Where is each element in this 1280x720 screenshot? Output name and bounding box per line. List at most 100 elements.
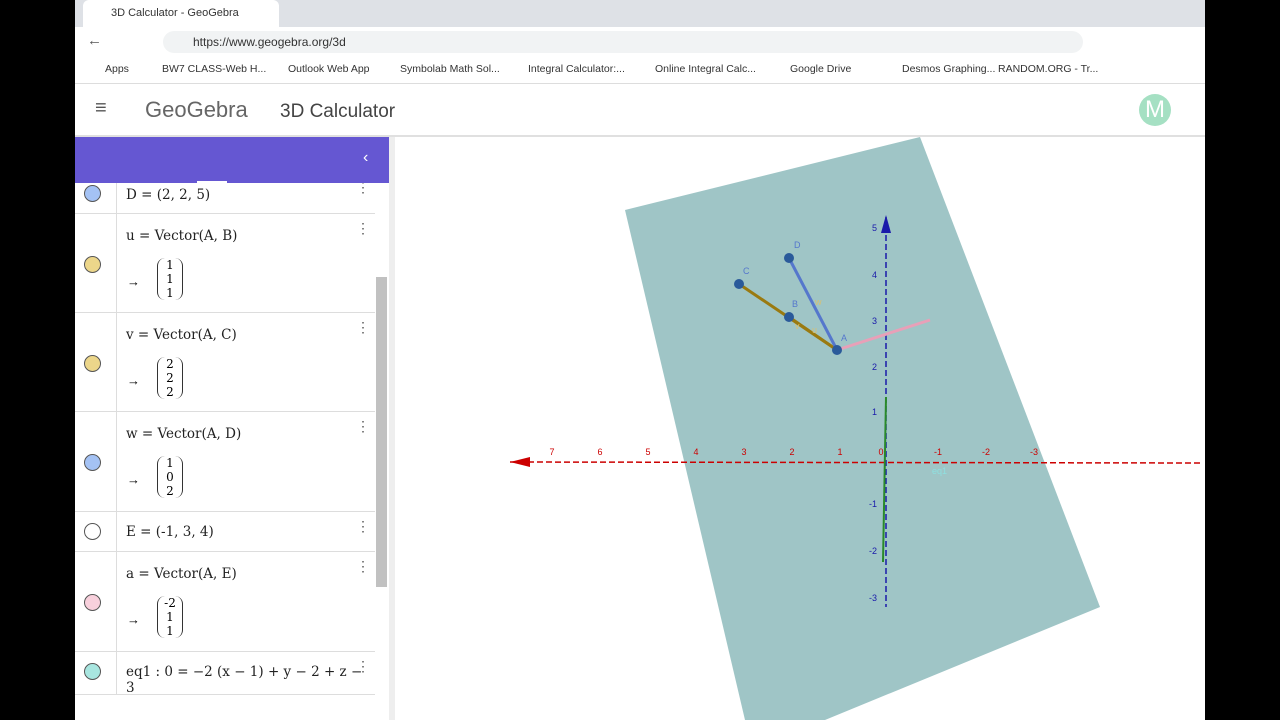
row-side xyxy=(75,552,117,651)
point-b[interactable] xyxy=(784,312,794,322)
definition: a = Vector(A, E) xyxy=(126,566,237,582)
output-arrow: → xyxy=(127,274,140,289)
vector-component: 2 xyxy=(166,484,174,498)
vector-component: 1 xyxy=(166,456,174,470)
x-axis-label: 6 xyxy=(597,447,602,457)
panel-header: ‹ xyxy=(75,137,389,183)
output-arrow: → xyxy=(127,472,140,487)
menu-button[interactable]: ≡ xyxy=(95,97,107,119)
visibility-toggle[interactable] xyxy=(84,594,101,611)
point-label: B xyxy=(792,299,798,309)
bookmarks-bar: Apps BW7 CLASS-Web H... Outlook Web App Sym… xyxy=(75,57,1205,84)
algebra-row: w = Vector(A, D) ⋮ → 1 0 2 xyxy=(75,412,375,512)
x-axis-label: 0 xyxy=(878,447,883,457)
tab[interactable]: 3D Calculator - GeoGebra xyxy=(83,0,279,27)
vector-output: -2 1 1 xyxy=(157,596,183,638)
algebra-row: E = (-1, 3, 4) ⋮ xyxy=(75,512,375,552)
x-axis-label: 2 xyxy=(789,447,794,457)
bookmark[interactable]: Symbolab Math Sol... xyxy=(400,63,500,75)
app-title: 3D Calculator xyxy=(280,101,396,122)
vector-label: u xyxy=(812,325,817,335)
point-label: A xyxy=(841,333,847,343)
vector-component: 2 xyxy=(166,357,174,371)
row-side xyxy=(75,214,117,312)
app-header: ≡ GeoGebra 3D Calculator M xyxy=(75,83,1205,137)
scrollbar[interactable] xyxy=(376,277,387,587)
menu-button: ⋮ xyxy=(356,183,370,195)
vector-component: 1 xyxy=(166,258,174,272)
point-c[interactable] xyxy=(734,279,744,289)
bookmark[interactable]: Google Drive xyxy=(790,63,852,75)
plane-label: eq1 xyxy=(932,466,947,476)
algebra-panel: ‹ D = (2, 2, 5) ⋮ u = Vector(A, B) ⋮ → 1 1 1 v =… xyxy=(75,137,395,720)
bookmark[interactable]: Desmos Graphing... xyxy=(902,63,996,75)
point-d[interactable] xyxy=(784,253,794,263)
logo: GeoGebra xyxy=(145,97,248,122)
graphics-view: 7 6 5 4 3 2 1 0 -1 -2 -3 5 4 3 2 1 -1 -2 -3 A B C Du v w eq1 xyxy=(509,137,1201,720)
x-axis xyxy=(509,461,1201,464)
z-axis-label: -1 xyxy=(869,499,877,509)
vector-component: -2 xyxy=(164,596,176,610)
bookmark[interactable]: Integral Calculator:... xyxy=(528,63,625,75)
row-side xyxy=(75,183,117,213)
x-axis-label: 3 xyxy=(741,447,746,457)
bookmark[interactable]: Online Integral Calc... xyxy=(655,63,756,75)
menu-button: ⋮ xyxy=(356,558,370,574)
algebra-row: a = Vector(A, E) ⋮ → -2 1 1 xyxy=(75,552,375,652)
z-axis-label: 5 xyxy=(872,223,877,233)
visibility-toggle[interactable] xyxy=(84,256,101,273)
row-side xyxy=(75,512,117,551)
definition: E = (-1, 3, 4) xyxy=(126,524,214,540)
menu-button: ⋮ xyxy=(356,220,370,236)
definition: v = Vector(A, C) xyxy=(126,327,237,343)
bookmark[interactable]: Outlook Web App xyxy=(288,63,370,75)
algebra-row: D = (2, 2, 5) ⋮ xyxy=(75,183,375,214)
x-axis-label: 5 xyxy=(645,447,650,457)
x-axis-label: -1 xyxy=(934,447,942,457)
bookmark[interactable]: Apps xyxy=(105,63,129,75)
z-axis-label: -3 xyxy=(869,593,877,603)
x-axis-arrow xyxy=(510,457,530,467)
algebra-row: eq1 : 0 = −2 (x − 1) + y − 2 + z − 3 ⋮ xyxy=(75,652,375,696)
vector-component: 1 xyxy=(166,610,174,624)
z-axis-label: 4 xyxy=(872,270,877,280)
output-arrow: → xyxy=(127,373,140,388)
algebra-list: D = (2, 2, 5) ⋮ u = Vector(A, B) ⋮ → 1 1 1 v = V… xyxy=(75,183,375,720)
menu-button: ⋮ xyxy=(356,418,370,434)
address-bar: ← https://www.geogebra.org/3d xyxy=(75,27,1205,57)
vector-label: w xyxy=(814,297,822,307)
z-axis-label: 3 xyxy=(872,316,877,326)
algebra-row: u = Vector(A, B) ⋮ → 1 1 1 xyxy=(75,214,375,313)
url-field[interactable]: https://www.geogebra.org/3d xyxy=(163,31,1083,53)
definition: eq1 : 0 = −2 (x − 1) + y − 2 + z − 3 xyxy=(126,664,363,696)
visibility-toggle[interactable] xyxy=(84,663,101,680)
visibility-toggle[interactable] xyxy=(84,185,101,202)
back-button[interactable]: ← xyxy=(87,32,102,49)
x-axis-label: -2 xyxy=(982,447,990,457)
menu-button: ⋮ xyxy=(356,319,370,335)
x-axis-label: 1 xyxy=(837,447,842,457)
z-axis-label: 1 xyxy=(872,407,877,417)
vector-component: 1 xyxy=(166,286,174,300)
bookmark[interactable]: BW7 CLASS-Web H... xyxy=(162,63,267,75)
point-a[interactable] xyxy=(832,345,842,355)
visibility-toggle[interactable] xyxy=(84,523,101,540)
output-arrow: → xyxy=(127,612,140,627)
collapse-button[interactable]: ‹ xyxy=(363,149,369,166)
x-axis-label: 7 xyxy=(549,447,554,457)
x-axis-label: 4 xyxy=(693,447,698,457)
vector-component: 2 xyxy=(166,371,174,385)
visibility-toggle[interactable] xyxy=(84,355,101,372)
plane xyxy=(625,137,1100,720)
bookmark[interactable]: RANDOM.ORG - Tr... xyxy=(998,63,1099,75)
row-side xyxy=(75,412,117,511)
point-label: D xyxy=(794,240,801,250)
visibility-toggle[interactable] xyxy=(84,454,101,471)
vector-label: v xyxy=(795,321,800,331)
avatar[interactable]: M xyxy=(1139,94,1171,126)
vector-component: 1 xyxy=(166,272,174,286)
vector-component: 0 xyxy=(166,470,174,484)
z-axis-label: 2 xyxy=(872,362,877,372)
